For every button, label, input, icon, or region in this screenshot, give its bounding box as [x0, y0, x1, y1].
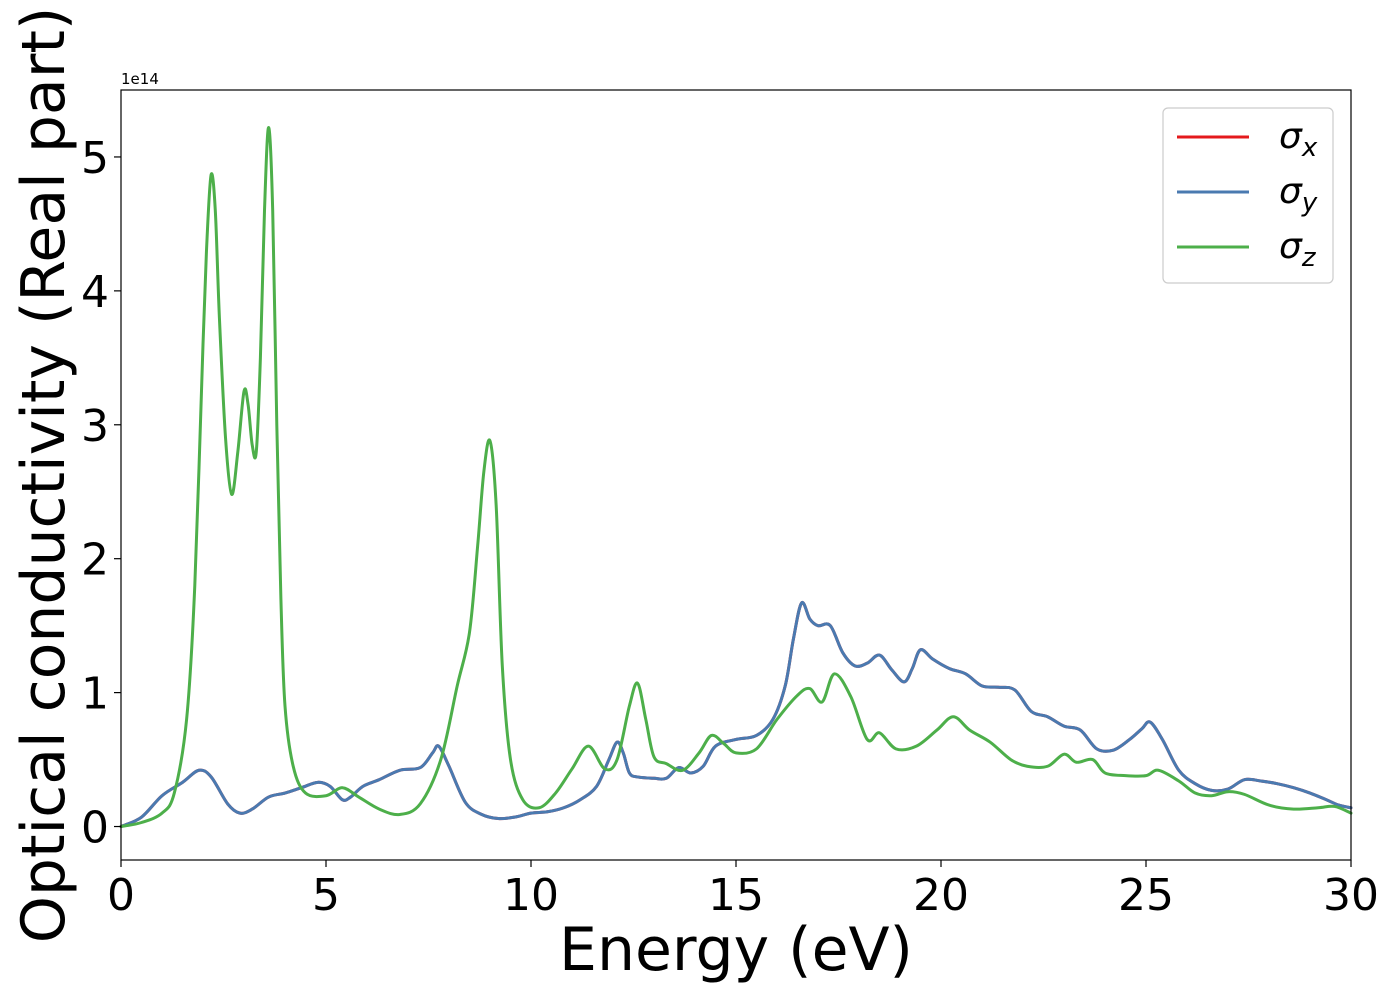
x-tick-label: 5 — [312, 870, 340, 921]
x-tick-label: 20 — [913, 870, 969, 921]
y-tick-label: 2 — [81, 535, 109, 586]
series-line-z — [119, 126, 1353, 829]
y-tick-label: 0 — [81, 803, 109, 854]
y-tick-label: 1 — [81, 669, 109, 720]
x-tick-label: 0 — [107, 870, 135, 921]
y-tick-label: 5 — [81, 133, 109, 184]
series-line-y — [119, 600, 1353, 829]
x-tick-label: 25 — [1118, 870, 1174, 921]
y-axis-title: Optical conductivity (Real part) — [9, 7, 79, 944]
y-tick-label: 4 — [81, 267, 109, 318]
x-tick-label: 10 — [503, 870, 559, 921]
x-tick-label: 30 — [1323, 870, 1379, 921]
x-tick-label: 15 — [708, 870, 764, 921]
y-ticks: 0 1 2 3 4 5 — [81, 133, 121, 854]
y-tick-label: 3 — [81, 401, 109, 452]
x-axis-title: Energy (eV) — [559, 915, 913, 985]
series-layer — [119, 126, 1353, 829]
x-ticks: 0 5 10 15 20 25 30 — [107, 860, 1379, 921]
legend-frame — [1162, 107, 1334, 284]
y-offset-text: 1e14 — [121, 70, 159, 88]
